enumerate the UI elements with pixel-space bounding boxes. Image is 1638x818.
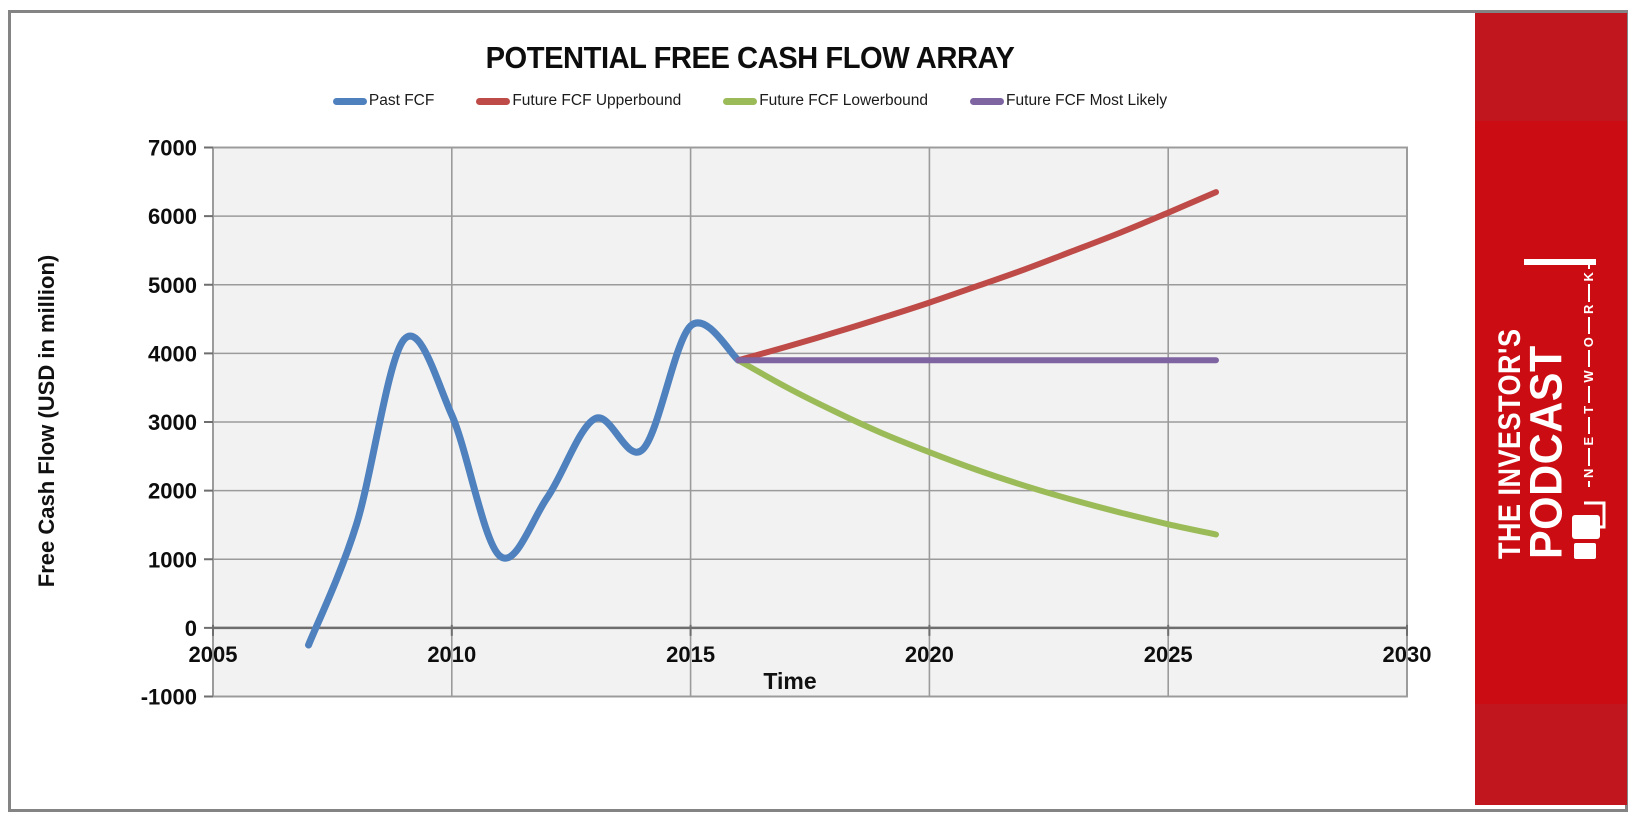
series-future-fcf-upperbound <box>735 189 1219 364</box>
legend-swatch <box>332 97 367 105</box>
legend-item-future-fcf-upperbound: Future FCF Upperbound <box>476 92 681 110</box>
sidebar-band-top <box>1475 13 1627 121</box>
x-tick-label: 2015 <box>666 642 715 667</box>
x-tick-label: 2010 <box>427 642 476 667</box>
fcf-chart: -1000 0 1000 2000 3000 4000 5000 6000 7000 2005 20… <box>34 40 1432 710</box>
legend-swatch <box>723 97 758 105</box>
legend-label: Future FCF Lowerbound <box>759 92 929 109</box>
brand-line2: PODCAST <box>1521 345 1573 559</box>
series-future-fcf-lowerbound <box>735 357 1219 538</box>
sidebar-band-bottom <box>1475 704 1627 805</box>
y-tick-label: 3000 <box>148 410 197 435</box>
y-tick-label: 4000 <box>148 341 197 366</box>
chart-title: POTENTIAL FREE CASH FLOW ARRAY <box>485 40 1015 75</box>
y-tick-label: 5000 <box>148 273 197 298</box>
legend-item-future-fcf-lowerbound: Future FCF Lowerbound <box>723 92 928 110</box>
y-axis-title: Free Cash Flow (USD in million) <box>34 254 59 588</box>
sidebar-band-middle <box>1475 121 1627 704</box>
legend-item-past-fcf: Past FCF <box>332 92 435 110</box>
y-tick-label: 7000 <box>148 136 197 161</box>
x-tick-label: 2020 <box>905 642 954 667</box>
series-past-fcf <box>305 319 742 649</box>
x-tick-label: 2025 <box>1144 642 1193 667</box>
legend-swatch <box>476 97 511 105</box>
legend-label: Past FCF <box>368 92 435 109</box>
legend-label: Future FCF Upperbound <box>512 92 682 109</box>
legend-item-future-fcf-most-likely: Future FCF Most Likely <box>970 92 1167 110</box>
y-tick-label: -1000 <box>141 685 197 710</box>
y-tick-label: 0 <box>185 616 197 641</box>
legend-swatch <box>970 97 1005 105</box>
microphone-icon <box>1572 501 1606 559</box>
chart-plot: -1000 0 1000 2000 3000 4000 5000 6000 7000 2005 20… <box>141 136 1432 710</box>
y-tick-label: 6000 <box>148 204 197 229</box>
chart-legend: Past FCF Future FCF Upperbound Future FCF … <box>0 92 1500 110</box>
logo-endbar <box>1524 259 1596 265</box>
y-tick-label: 1000 <box>148 547 197 572</box>
x-axis-title: Time <box>763 668 817 694</box>
x-tick-label: 2005 <box>189 642 238 667</box>
x-tick-label: 2030 <box>1383 642 1432 667</box>
y-tick-label: 2000 <box>148 479 197 504</box>
legend-label: Future FCF Most Likely <box>1006 92 1168 109</box>
